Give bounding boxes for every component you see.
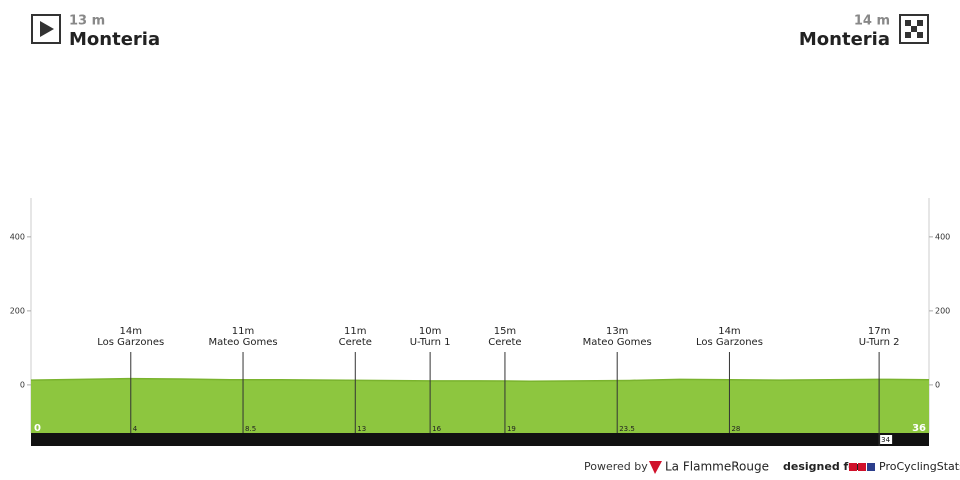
site: ProCyclingStats	[879, 460, 960, 473]
y-tick-label: 0	[20, 380, 25, 389]
brand: La FlammeRouge	[665, 460, 769, 474]
waypoint-name: Los Garzones	[696, 337, 763, 348]
waypoint-altitude: 17m	[868, 326, 890, 337]
designed-for: designed for	[783, 460, 862, 473]
x-tick-label: 0	[34, 423, 41, 434]
waypoint-name: U-Turn 1	[410, 337, 451, 348]
site-logo	[849, 463, 875, 471]
waypoint-altitude: 15m	[494, 326, 516, 337]
waypoint-km: 28	[731, 425, 740, 433]
y2-tick-label: 400	[935, 232, 950, 241]
waypoint-altitude: 11m	[344, 326, 366, 337]
waypoint-km: 34	[881, 436, 890, 444]
waypoint-km: 4	[133, 425, 138, 433]
start-icon	[31, 14, 61, 44]
waypoint-name: Mateo Gomes	[208, 337, 277, 348]
distance-bar	[31, 433, 929, 446]
waypoint-altitude: 11m	[232, 326, 254, 337]
start-altitude: 13 m	[69, 14, 105, 29]
waypoint-km: 8.5	[245, 425, 256, 433]
waypoint-name: Los Garzones	[97, 337, 164, 348]
waypoint-name: Cerete	[339, 337, 372, 348]
waypoint-km: 23.5	[619, 425, 635, 433]
finish-flag	[905, 20, 923, 38]
start-name: Monteria	[69, 29, 160, 50]
x-tick-label: 36	[912, 423, 926, 434]
profile-area	[31, 378, 929, 433]
finish-name: Monteria	[799, 29, 890, 50]
waypoint-altitude: 10m	[419, 326, 441, 337]
waypoint-altitude: 14m	[120, 326, 142, 337]
profile-line	[30, 377, 930, 382]
waypoint-altitude: 13m	[606, 326, 628, 337]
start-arrow	[40, 21, 54, 37]
waypoint-name: Mateo Gomes	[583, 337, 652, 348]
waypoint-altitude: 14m	[718, 326, 740, 337]
finish-altitude: 14 m	[854, 14, 890, 29]
y-tick-label: 200	[10, 306, 25, 315]
waypoint-name: U-Turn 2	[859, 337, 900, 348]
waypoint-km-box	[880, 435, 893, 444]
waypoint-km: 19	[507, 425, 516, 433]
y2-tick-label: 0	[935, 380, 940, 389]
powered-by: Powered by	[584, 460, 648, 473]
finish-icon	[899, 14, 929, 44]
waypoint-name: Cerete	[488, 337, 521, 348]
brand-logo	[649, 461, 662, 474]
waypoint-km: 16	[432, 425, 441, 433]
y-tick-label: 400	[10, 232, 25, 241]
y2-tick-label: 200	[935, 306, 950, 315]
waypoint-km: 13	[357, 425, 366, 433]
